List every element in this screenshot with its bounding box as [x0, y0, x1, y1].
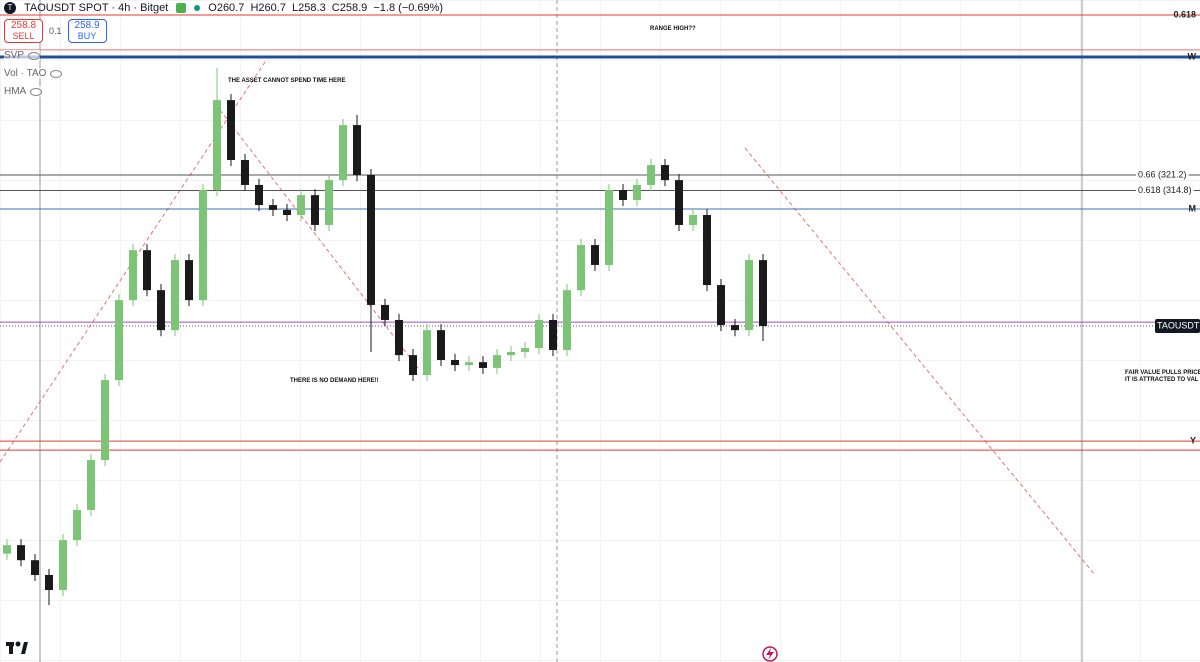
level-label: W [1188, 51, 1197, 61]
indicator-name: SVP [4, 50, 25, 61]
candle-body [437, 330, 445, 360]
price-tag [1155, 319, 1200, 334]
price-tag-label: TAOUSDT [1157, 320, 1200, 330]
candle-body [129, 250, 137, 301]
candle-body [45, 574, 53, 591]
candle-body [87, 460, 95, 511]
annotation: RANGE HIGH?? [650, 26, 696, 32]
indicator[interactable]: SVP [4, 50, 41, 61]
candle-body [409, 355, 417, 375]
candle-body [605, 190, 613, 265]
buy-label: BUY [77, 31, 97, 41]
candle-body [311, 195, 319, 225]
flag-icon [176, 3, 187, 13]
candle-body [577, 245, 585, 291]
candle-body [507, 351, 515, 356]
candle-body [745, 260, 753, 331]
indicator-name: HMA [4, 86, 27, 97]
level-label: 0.618 (314.8) [1138, 185, 1192, 195]
candle-body [535, 319, 543, 349]
header: T TAOUSDT SPOT · 4h · Bitget O260.7 H260… [4, 2, 443, 14]
candle-body [661, 165, 669, 181]
visibility-icon[interactable] [28, 51, 41, 60]
candle-body [283, 209, 291, 216]
candle-body [451, 359, 459, 366]
annotation: IT IS ATTRACTED TO VAL [1125, 377, 1199, 383]
candle-body [689, 215, 697, 225]
candle-body [101, 380, 109, 461]
label-bg [1136, 169, 1189, 180]
visibility-icon[interactable] [50, 69, 63, 78]
candle-body [367, 175, 375, 305]
candle-body [591, 245, 599, 265]
candle-body [73, 510, 81, 541]
candle-body [199, 190, 207, 301]
level-label: Y [1190, 436, 1196, 446]
candle-body [227, 100, 235, 160]
indicator[interactable]: HMA [4, 86, 43, 97]
candle-body [325, 180, 333, 225]
sell-label: SELL [12, 31, 35, 41]
candle-body [157, 290, 165, 331]
level-label: 0.66 (321.2) [1138, 169, 1187, 179]
annotation: FAIR VALUE PULLS PRICE [1125, 370, 1200, 376]
visibility-icon[interactable] [30, 87, 43, 96]
label-bg [1136, 184, 1194, 195]
candle-body [633, 184, 641, 200]
quantity: 0.1 [49, 26, 62, 36]
symbol-logo: T [4, 2, 16, 14]
candle-body [171, 260, 179, 331]
candle-body [269, 205, 277, 210]
indicator[interactable]: Vol · TAO [4, 68, 63, 79]
annotation: THE ASSET CANNOT SPEND TIME HERE [228, 78, 345, 84]
candle-body [395, 319, 403, 356]
candle-body [493, 355, 501, 368]
lightning-icon[interactable] [762, 646, 778, 662]
candle-body [297, 195, 305, 216]
candle-body [521, 348, 529, 352]
candle-body [185, 260, 193, 301]
candle-body [353, 125, 361, 176]
candle-body [703, 215, 711, 286]
candle-body [675, 180, 683, 225]
sell-button[interactable]: 258.8 SELL [4, 19, 44, 43]
candle-body [619, 190, 627, 200]
trend-line [744, 147, 1096, 576]
candle-body [549, 319, 557, 351]
level-label: M [1189, 203, 1197, 213]
candle-body [255, 184, 263, 206]
sell-price: 258.8 [11, 20, 37, 31]
tv-logo [6, 641, 28, 654]
candle-body [381, 304, 389, 320]
candle-body [479, 362, 487, 368]
candle-body [213, 100, 221, 191]
candle-body [17, 545, 25, 561]
buy-button[interactable]: 258.9 BUY [67, 19, 107, 43]
candle-body [59, 540, 67, 591]
candle-body [717, 285, 725, 326]
trend-line [219, 109, 419, 369]
candle-body [143, 250, 151, 291]
candle-body [115, 300, 123, 381]
market-dot [194, 5, 201, 11]
candle-body [241, 159, 249, 185]
candle-body [3, 545, 11, 554]
candle-body [759, 260, 767, 327]
ohlc-values: O260.7 H260.7 L258.3 C258.9 −1.8 (−0.69%… [208, 2, 444, 14]
annotation: THERE IS NO DEMAND HERE!! [290, 378, 379, 384]
candle-body [731, 325, 739, 331]
trade-panel: 258.8 SELL 0.1 258.9 BUY [4, 19, 107, 43]
candle-body [647, 165, 655, 185]
candle-body [31, 560, 39, 575]
symbol[interactable]: TAOUSDT SPOT · 4h · Bitget [24, 2, 169, 14]
level-label: 0.618 [1173, 9, 1196, 19]
candle-body [423, 330, 431, 375]
candle-body [339, 125, 347, 181]
buy-price: 258.9 [74, 20, 100, 31]
candle-body [563, 290, 571, 351]
indicator-name: Vol · TAO [4, 68, 47, 79]
candle-body [465, 362, 473, 366]
